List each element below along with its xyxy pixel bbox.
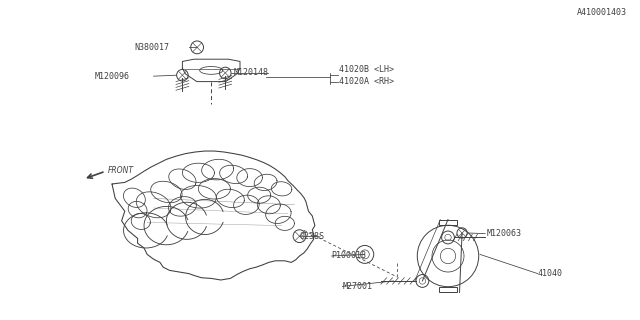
Text: A410001403: A410001403 bbox=[577, 8, 627, 17]
Text: M120096: M120096 bbox=[95, 72, 130, 81]
Text: M120063: M120063 bbox=[486, 229, 522, 238]
Text: P100018: P100018 bbox=[332, 252, 367, 260]
Bar bbox=[439, 220, 457, 225]
Text: M27001: M27001 bbox=[342, 282, 372, 291]
Text: 41040: 41040 bbox=[538, 269, 563, 278]
Text: N380017: N380017 bbox=[134, 43, 170, 52]
Bar bbox=[439, 287, 457, 292]
Text: FRONT: FRONT bbox=[108, 166, 134, 175]
Text: 41020B <LH>: 41020B <LH> bbox=[339, 65, 394, 74]
Text: 0238S: 0238S bbox=[300, 232, 324, 241]
Text: 41020A <RH>: 41020A <RH> bbox=[339, 77, 394, 86]
Text: M120148: M120148 bbox=[234, 68, 269, 77]
